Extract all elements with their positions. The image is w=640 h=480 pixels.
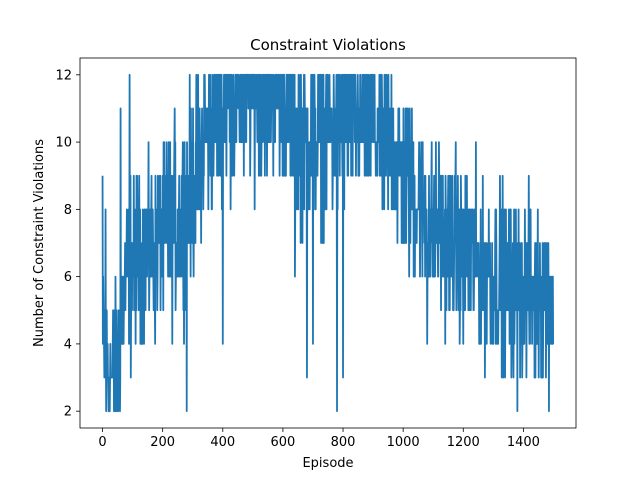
x-tick-label: 0 (98, 435, 106, 450)
x-axis-ticks: 0 200 400 600 800 1000 1200 1400 (98, 428, 540, 450)
x-tick-label: 1400 (507, 435, 540, 450)
y-tick-label: 2 (64, 405, 72, 420)
x-tick-label: 800 (331, 435, 356, 450)
axes-frame (79, 57, 577, 429)
y-tick-label: 4 (64, 337, 72, 352)
x-tick-label: 1200 (447, 435, 480, 450)
x-tick-label: 400 (210, 435, 235, 450)
y-tick-label: 6 (64, 270, 72, 285)
y-tick-label: 10 (55, 136, 72, 151)
y-tick-label: 8 (64, 203, 72, 218)
x-tick-label: 600 (270, 435, 295, 450)
y-axis-ticks: 2 4 6 8 10 12 (55, 68, 80, 420)
plot-area (101, 73, 555, 413)
chart-title: Constraint Violations (250, 36, 406, 54)
y-axis-title: Number of Constraint Violations (32, 139, 47, 347)
x-tick-label: 200 (150, 435, 175, 450)
y-tick-label: 12 (55, 68, 72, 83)
x-tick-label: 1000 (387, 435, 420, 450)
series-line (101, 73, 555, 413)
x-axis-title: Episode (302, 456, 353, 471)
